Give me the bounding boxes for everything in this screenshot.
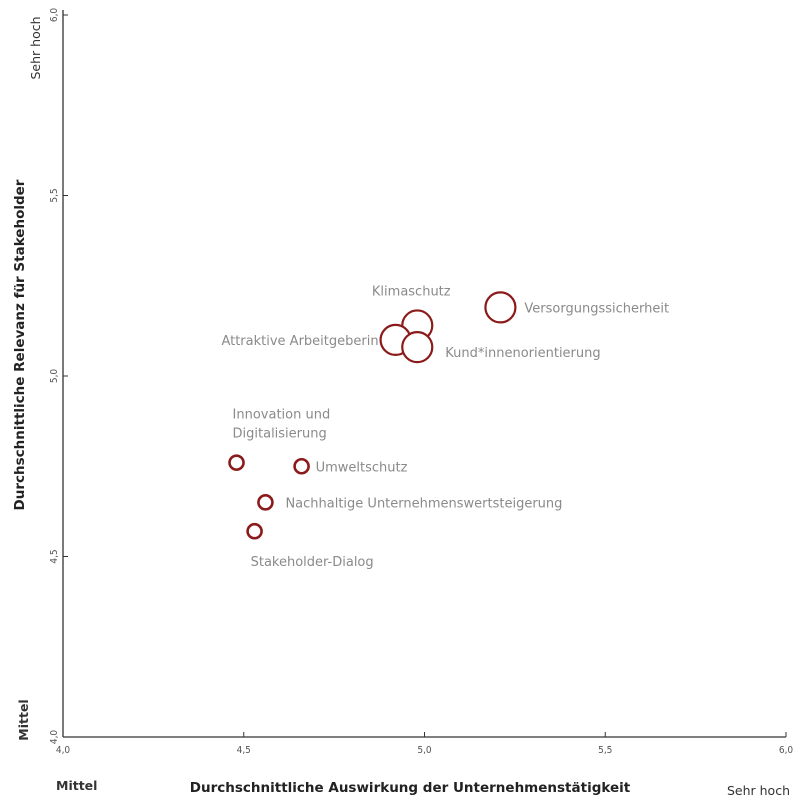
x-tick-label: 4,0 <box>56 745 71 756</box>
point-label: Umweltschutz <box>316 460 408 475</box>
x-tick-label: 5,5 <box>598 745 612 756</box>
scatter-point <box>401 331 434 364</box>
point-label: Kund*innenorientierung <box>445 346 600 361</box>
y-tick-label: 4,0 <box>49 730 60 745</box>
point-label: Klimaschutz <box>372 284 451 299</box>
y-tick-label: 4,5 <box>49 549 60 563</box>
x-axis-low-label: Mittel <box>56 778 97 793</box>
x-axis-title: Durchschnittliche Auswirkung der Unterne… <box>190 780 631 796</box>
point-label: Versorgungssicherheit <box>524 301 669 316</box>
y-axis-high-label: Sehr hoch <box>28 16 43 79</box>
scatter-point <box>293 457 310 475</box>
y-axis-title: Durchschnittliche Relevanz für Stakehold… <box>12 179 28 510</box>
x-tick-label: 6,0 <box>779 745 794 756</box>
y-tick-label: 5,0 <box>49 369 60 384</box>
point-label: Attraktive Arbeitgeberin <box>221 334 378 349</box>
point-label: Innovation und Digitalisierung <box>233 408 331 442</box>
scatter-point <box>257 494 274 511</box>
scatter-point <box>246 522 263 540</box>
y-tick-label: 6,0 <box>49 8 60 23</box>
scatter-point <box>484 291 517 324</box>
x-axis-ticks: 4,0 4,5 5,0 5,5 6,0 <box>56 732 794 756</box>
y-axis-low-label: Mittel <box>16 699 31 740</box>
data-points <box>228 291 517 540</box>
point-label: Stakeholder-Dialog <box>251 555 374 570</box>
point-label: Nachhaltige Unternehmenswertsteigerung <box>285 496 562 511</box>
point-labels: Versorgungssicherheit Klimaschutz Attrakti… <box>221 284 669 570</box>
x-axis-high-label: Sehr hoch <box>727 783 790 798</box>
x-tick-label: 5,0 <box>417 745 432 756</box>
x-tick-label: 4,5 <box>237 745 251 756</box>
y-axis-ticks: 4,0 4,5 5,0 5,5 6,0 <box>49 8 68 745</box>
y-tick-label: 5,5 <box>49 188 60 202</box>
scatter-point <box>228 454 245 471</box>
